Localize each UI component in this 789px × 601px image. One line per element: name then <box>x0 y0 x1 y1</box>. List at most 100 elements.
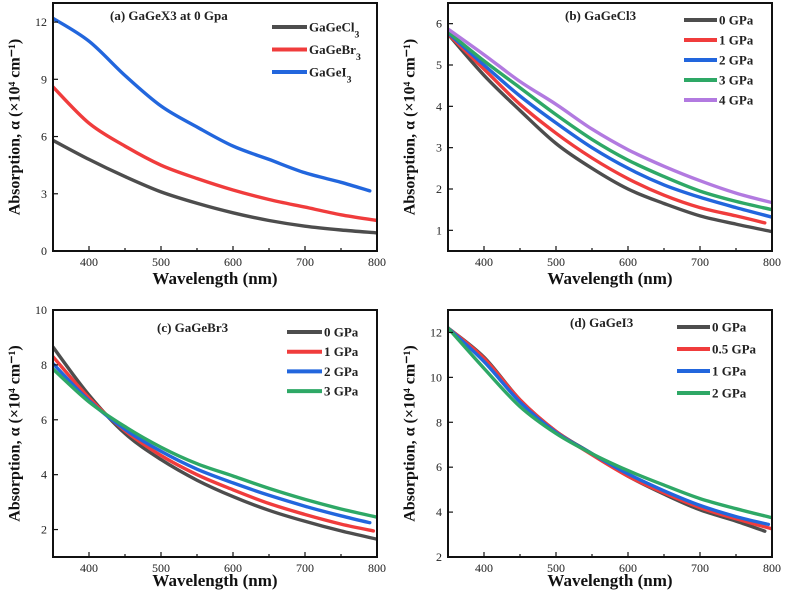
x-tick-label: 800 <box>368 561 386 575</box>
y-tick-label: 2 <box>41 523 47 537</box>
series-line-1-gpa <box>448 326 771 527</box>
x-axis-label: Wavelength (nm) <box>152 269 277 288</box>
x-tick-label: 600 <box>224 255 242 269</box>
panel-title: (b) GaGeCl3 <box>565 8 637 23</box>
y-tick-label: 0 <box>41 244 47 258</box>
x-tick-label: 700 <box>296 561 314 575</box>
y-axis-label: Absorption, α (×10⁴ cm⁻¹) <box>7 345 24 522</box>
y-tick-label: 4 <box>436 505 442 519</box>
y-axis-label: Absorption, α (×10⁴ cm⁻¹) <box>402 39 419 216</box>
x-tick-label: 700 <box>691 255 709 269</box>
legend-label: 2 GPa <box>712 386 747 401</box>
x-tick-label: 500 <box>152 561 170 575</box>
legend-label: 2 GPa <box>324 364 359 379</box>
legend-label: 3 GPa <box>719 73 754 88</box>
y-tick-label: 4 <box>436 99 442 113</box>
series-line-3-gpa <box>448 30 772 212</box>
panel-c: 400 500 600 700 800 2 4 6 8 10 Wavelength (nm) Abso… <box>7 303 386 590</box>
series-line-gagebr3 <box>53 85 377 223</box>
y-tick-label: 5 <box>436 58 442 72</box>
y-tick-label: 3 <box>41 187 47 201</box>
panel-title: (d) GaGeI3 <box>570 315 634 330</box>
y-tick-label: 12 <box>430 325 442 339</box>
x-axis-label: Wavelength (nm) <box>547 269 672 288</box>
x-tick-label: 400 <box>475 561 493 575</box>
panel-title: (c) GaGeBr3 <box>157 320 229 335</box>
x-tick-label: 500 <box>152 255 170 269</box>
legend-label: 0 GPa <box>719 13 754 28</box>
y-axis-label: Absorption, α (×10⁴ cm⁻¹) <box>7 39 24 216</box>
x-tick-label: 400 <box>80 255 98 269</box>
y-tick-label: 10 <box>430 370 442 384</box>
y-tick-label: 6 <box>436 460 442 474</box>
panel-title: (a) GaGeX3 at 0 Gpa <box>110 8 228 23</box>
legend-label: 0 GPa <box>712 320 747 335</box>
series-line-gagecl3 <box>53 138 377 235</box>
plot-frame <box>52 309 378 558</box>
series-line-gagei3 <box>53 16 372 193</box>
y-axis-label: Absorption, α (×10⁴ cm⁻¹) <box>402 345 419 522</box>
x-tick-label: 500 <box>547 255 565 269</box>
y-tick-label: 1 <box>436 223 442 237</box>
plot-frame <box>447 309 773 558</box>
x-tick-label: 400 <box>475 255 493 269</box>
series-line-2-gpa <box>448 326 772 520</box>
y-tick-label: 12 <box>35 15 47 29</box>
x-tick-label: 700 <box>296 255 314 269</box>
series-line-2-gpa <box>53 361 372 525</box>
plot-frame <box>52 2 378 252</box>
y-tick-label: 6 <box>41 130 47 144</box>
series-group <box>53 16 377 235</box>
x-tick-label: 400 <box>80 561 98 575</box>
y-tick-label: 6 <box>41 413 47 427</box>
y-tick-label: 2 <box>436 550 442 564</box>
legend-label: 0 GPa <box>324 325 359 340</box>
series-line-2-gpa <box>448 31 772 219</box>
x-tick-label: 600 <box>619 255 637 269</box>
legend: 0 GPa 1 GPa 2 GPa 3 GPa 4 GPa <box>684 13 754 108</box>
legend-label: 0.5 GPa <box>712 342 757 357</box>
x-tick-label: 600 <box>224 561 242 575</box>
y-tick-label: 8 <box>41 358 47 372</box>
x-tick-label: 700 <box>691 561 709 575</box>
panel-b: 400 500 600 700 800 1 2 3 4 5 6 Wavelength (nm) Abso… <box>402 2 781 288</box>
x-tick-label: 800 <box>368 255 386 269</box>
legend-label: 2 GPa <box>719 53 754 68</box>
legend-label: GaGeI3 <box>309 65 352 86</box>
panel-a: 400 500 600 700 800 0 3 6 9 12 Wavelength (nm) Abso… <box>7 2 386 288</box>
y-tick-label: 3 <box>436 141 442 155</box>
x-tick-label: 800 <box>763 561 781 575</box>
y-tick-label: 10 <box>35 303 47 317</box>
series-line-0-gpa <box>448 326 767 533</box>
series-line-0-5-gpa <box>448 326 772 531</box>
series-group <box>448 27 772 234</box>
x-tick-label: 500 <box>547 561 565 575</box>
y-tick-label: 9 <box>41 72 47 86</box>
y-tick-label: 2 <box>436 182 442 196</box>
x-axis-label: Wavelength (nm) <box>547 571 672 590</box>
x-tick-label: 600 <box>619 561 637 575</box>
series-group <box>53 345 377 541</box>
y-tick-label: 4 <box>41 468 47 482</box>
x-axis-label: Wavelength (nm) <box>152 571 277 590</box>
y-tick-label: 8 <box>436 415 442 429</box>
series-line-3-gpa <box>53 367 377 519</box>
legend-label: 3 GPa <box>324 384 359 399</box>
series-line-4-gpa <box>448 27 772 205</box>
legend-label: 1 GPa <box>324 344 359 359</box>
plot-frame <box>447 2 773 252</box>
panel-d: 400 500 600 700 800 2 4 6 8 10 12 Wavelength (nm) Ab… <box>402 309 781 590</box>
series-line-1-gpa <box>448 32 767 225</box>
legend-label: 4 GPa <box>719 93 754 108</box>
legend-label: 1 GPa <box>712 364 747 379</box>
legend-label: 1 GPa <box>719 33 754 48</box>
legend-label: GaGeBr3 <box>309 42 361 63</box>
legend: 0 GPa 0.5 GPa 1 GPa 2 GPa <box>677 320 757 401</box>
legend-label: GaGeCl3 <box>309 20 360 41</box>
legend: 0 GPa 1 GPa 2 GPa 3 GPa <box>287 325 359 399</box>
x-tick-label: 800 <box>763 255 781 269</box>
series-line-0-gpa <box>448 32 772 234</box>
series-group <box>448 326 772 533</box>
